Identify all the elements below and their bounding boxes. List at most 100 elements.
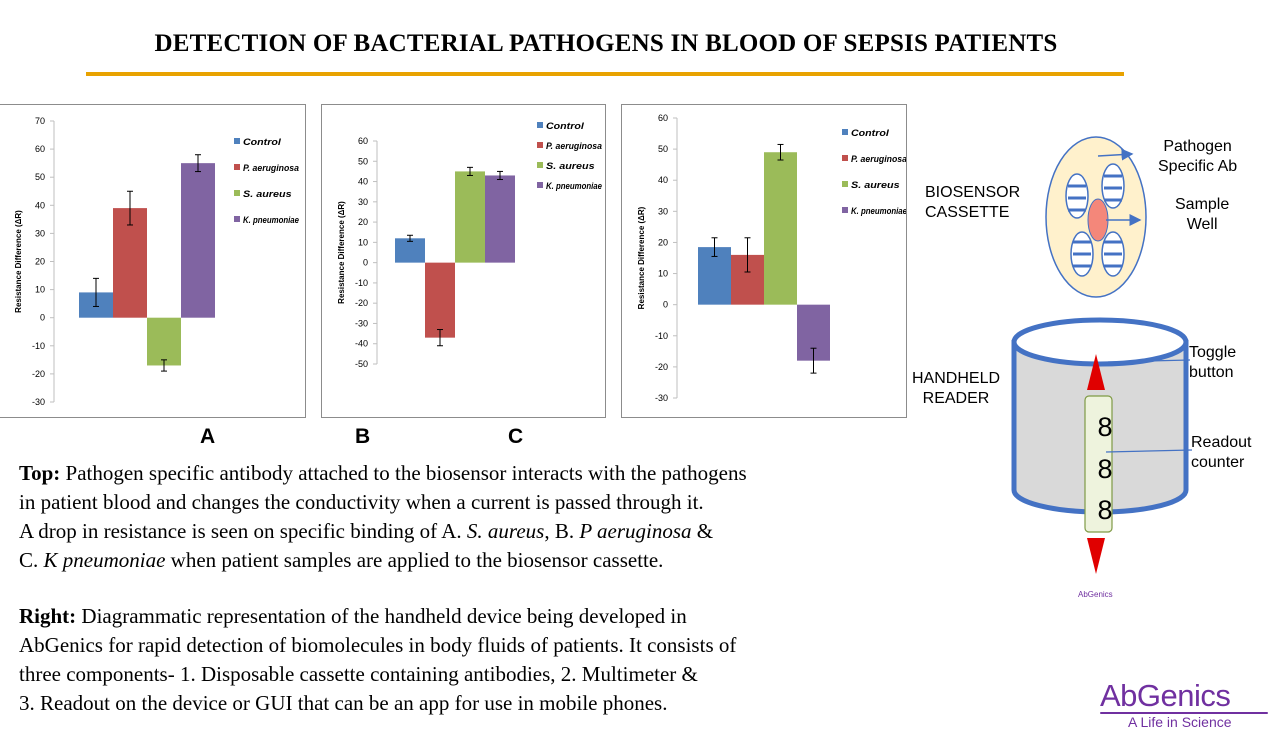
right-caption: Right: Diagrammatic representation of th…: [19, 602, 949, 718]
legend-swatch: [537, 182, 543, 188]
y-tick-label: -20: [32, 369, 45, 379]
sample-well: [1087, 198, 1109, 242]
y-tick-label: -20: [655, 362, 668, 372]
bar-2: [425, 262, 455, 338]
chart-panel-b: 60 50 40 30 20 10 0 -10 -20 -30 -40 -50 Resistance D…: [321, 104, 606, 418]
toggle-up-arrow[interactable]: [1087, 354, 1105, 390]
chart-a: 70 60 50 40 30 20 10 0 -10 -20 -30 Resistance Diffe…: [14, 116, 299, 407]
legend-label: S. aureus: [546, 161, 595, 171]
mini-logo: AbGenics: [1078, 590, 1113, 599]
legend-swatch: [234, 190, 240, 196]
y-tick-label: 60: [358, 136, 368, 146]
y-tick-label: -10: [32, 341, 45, 351]
chart-c: 60 50 40 30 20 10 0 -10 -20 -30 Resistance Differe…: [637, 113, 906, 403]
top-caption-line3e: &: [691, 519, 714, 543]
legend-swatch: [234, 138, 240, 144]
readout-label: Readout counter: [1191, 434, 1252, 471]
title-underline: [86, 72, 1124, 76]
ab-pointer-arrow: [1097, 148, 1134, 161]
reader-label: HANDHELD READER: [912, 370, 1001, 407]
toggle-label: Toggle button: [1189, 344, 1237, 381]
legend-swatch: [842, 155, 848, 161]
readout-digit-3: 8: [1097, 495, 1112, 525]
y-tick-label: -10: [655, 331, 668, 341]
y-tick-label: 30: [658, 206, 668, 216]
right-caption-line1: Diagrammatic representation of the handh…: [76, 604, 687, 628]
y-tick-label: 40: [358, 177, 368, 187]
right-caption-line2: AbGenics for rapid detection of biomolec…: [19, 633, 737, 657]
top-caption-line3b: S. aureus: [466, 519, 545, 543]
y-tick-label: 60: [658, 113, 668, 123]
y-tick-label: -20: [355, 298, 368, 308]
y-tick-label: 10: [35, 285, 45, 295]
y-tick-label: -30: [655, 393, 668, 403]
reader-top-rim: [1011, 317, 1189, 367]
readout-digit-2: 8: [1097, 454, 1112, 484]
legend-label: K. pneumoniae: [546, 181, 602, 191]
y-tick-label: 20: [658, 237, 668, 247]
readout-digit-1: 8: [1097, 412, 1112, 442]
legend-swatch: [234, 164, 240, 170]
legend-swatch: [537, 162, 543, 168]
y-tick-label: 20: [35, 257, 45, 267]
toggle-down-arrow[interactable]: [1087, 538, 1105, 574]
legend-label: K. pneumoniae: [243, 215, 299, 225]
chart-panel-a: 70 60 50 40 30 20 10 0 -10 -20 -30 Resistance Diffe…: [0, 104, 306, 418]
y-tick-label: 50: [658, 144, 668, 154]
top-caption-line3d: P aeruginosa: [579, 519, 692, 543]
y-tick-label: 0: [663, 300, 668, 310]
right-caption-line3: three components- 1. Disposable cassette…: [19, 662, 698, 686]
y-tick-label: 10: [658, 269, 668, 279]
top-caption-line2: in patient blood and changes the conduct…: [19, 490, 704, 514]
well-label: Sample Well: [1175, 196, 1230, 233]
panel-label-b: B: [355, 425, 371, 448]
legend-swatch: [842, 207, 848, 213]
bar-3: [455, 171, 485, 263]
readout-display: [1084, 395, 1113, 533]
top-caption-line3c: , B.: [544, 519, 580, 543]
right-caption-line4: 3. Readout on the device or GUI that can…: [19, 691, 668, 715]
legend-label: S. aureus: [243, 189, 292, 199]
bar-1: [395, 238, 425, 263]
bar-2: [113, 208, 147, 318]
brand-tagline: A Life in Science: [1128, 714, 1232, 730]
legend-label: Control: [243, 137, 281, 147]
chart-panel-c: 60 50 40 30 20 10 0 -10 -20 -30 Resistance Differe…: [621, 104, 907, 418]
y-axis-title: Resistance Difference (ΔR): [337, 201, 346, 304]
right-caption-bold: Right:: [19, 604, 77, 628]
legend-label: P. aeruginosa: [851, 154, 906, 164]
page-title: DETECTION OF BACTERIAL PATHOGENS IN BLOO…: [154, 30, 1058, 57]
legend-label: Control: [851, 128, 889, 138]
y-tick-label: 40: [658, 175, 668, 185]
y-tick-label: 40: [35, 200, 45, 210]
y-tick-label: -50: [355, 359, 368, 369]
device-diagram: 8 8 8: [1011, 136, 1193, 574]
brand-name: AbGenics: [1100, 678, 1231, 713]
top-caption-line1: Pathogen specific antibody attached to t…: [60, 461, 747, 485]
y-tick-label: 10: [358, 237, 368, 247]
y-tick-label: 70: [35, 116, 45, 126]
legend-label: P. aeruginosa: [546, 141, 602, 151]
top-caption-line4c: when patient samples are applied to the …: [165, 548, 664, 572]
bar-3: [764, 152, 797, 305]
y-tick-label: -40: [355, 339, 368, 349]
chart-b: 60 50 40 30 20 10 0 -10 -20 -30 -40 -50 Resistance D…: [337, 121, 602, 369]
panel-label-a: A: [200, 425, 216, 448]
bar-3: [147, 317, 181, 366]
y-tick-label: -30: [32, 397, 45, 407]
readout-pointer-line: [1105, 449, 1193, 453]
bar-4: [181, 163, 215, 318]
toggle-pointer-line: [1107, 359, 1191, 363]
y-tick-label: -30: [355, 318, 368, 328]
legend-swatch: [842, 129, 848, 135]
legend-swatch: [234, 216, 240, 222]
legend-label: Control: [546, 121, 584, 131]
legend-swatch: [842, 181, 848, 187]
y-axis-title: Resistance Difference (ΔR): [14, 210, 23, 313]
brand-swoosh: [1100, 712, 1268, 714]
ab-label: Pathogen Specific Ab: [1158, 138, 1238, 175]
legend-label: S. aureus: [851, 180, 900, 190]
y-tick-label: 60: [35, 144, 45, 154]
y-tick-label: 30: [35, 228, 45, 238]
y-tick-label: -10: [355, 278, 368, 288]
